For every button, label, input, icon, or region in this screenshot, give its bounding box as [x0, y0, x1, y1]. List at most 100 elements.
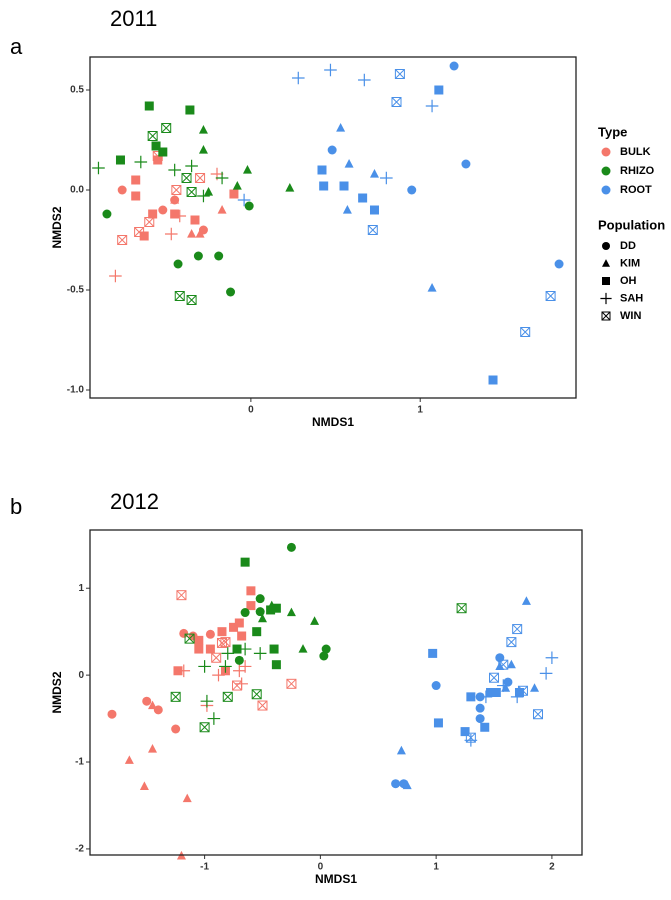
point: [456, 603, 467, 614]
marker-shape: [271, 603, 281, 613]
marker-shape: [396, 745, 406, 755]
marker-shape: [229, 189, 239, 199]
point: [107, 709, 117, 719]
legend-label: SAH: [620, 292, 643, 304]
marker-shape: [600, 292, 612, 305]
y-tick-label: 0.0: [70, 185, 84, 196]
point: [170, 195, 180, 204]
marker-shape: [479, 690, 493, 704]
marker-shape: [144, 217, 155, 227]
plot-frame: [89, 56, 577, 399]
marker-shape: [506, 637, 517, 647]
point: [257, 700, 268, 711]
marker-shape: [174, 291, 185, 301]
marker-shape: [456, 603, 467, 614]
plot-frame: [89, 529, 583, 856]
marker-shape: [449, 61, 459, 71]
point: [229, 189, 239, 199]
marker-shape: [181, 173, 192, 183]
x-tick-label: 0: [248, 405, 254, 416]
marker-shape: [545, 291, 556, 301]
marker-shape: [514, 688, 524, 697]
marker-shape: [190, 215, 200, 225]
marker-shape: [336, 123, 346, 132]
point: [229, 622, 239, 632]
marker-shape: [253, 647, 267, 660]
marker-shape: [488, 375, 498, 385]
marker-shape: [602, 259, 610, 267]
marker-shape: [466, 692, 476, 702]
panel-label: b: [10, 494, 22, 519]
point: [339, 181, 349, 191]
marker-shape: [486, 688, 496, 697]
marker-shape: [246, 601, 256, 611]
marker-shape: [115, 155, 125, 165]
marker-shape: [164, 227, 178, 241]
marker-shape: [286, 607, 296, 617]
marker-shape: [286, 678, 297, 689]
marker-shape: [170, 195, 180, 204]
point: [211, 652, 222, 663]
marker-shape: [217, 205, 227, 214]
point: [512, 624, 523, 635]
point: [139, 231, 149, 241]
marker-shape: [391, 97, 402, 107]
marker-shape: [252, 627, 262, 637]
marker-shape: [475, 703, 485, 713]
marker-shape: [257, 700, 268, 711]
point: [506, 659, 516, 669]
point: [461, 159, 471, 169]
marker-shape: [158, 147, 168, 157]
legend-key: [602, 259, 610, 267]
marker-shape: [498, 659, 509, 670]
marker-shape: [286, 542, 296, 552]
point: [327, 145, 337, 155]
point: [214, 251, 224, 261]
marker-shape: [232, 181, 242, 190]
point: [186, 295, 197, 305]
marker-shape: [174, 291, 185, 301]
marker-shape: [517, 685, 528, 696]
point: [234, 618, 244, 628]
point: [242, 165, 252, 174]
x-axis-label: NMDS1: [315, 872, 357, 886]
point: [117, 185, 127, 195]
point: [475, 703, 485, 713]
marker-shape: [173, 259, 183, 269]
marker-shape: [134, 227, 144, 237]
point: [510, 690, 524, 704]
point: [488, 375, 498, 385]
point: [222, 691, 233, 702]
marker-shape: [602, 277, 610, 285]
point: [336, 123, 346, 132]
point: [342, 205, 352, 214]
marker-shape: [195, 173, 206, 183]
marker-shape: [545, 291, 556, 301]
marker-shape: [148, 209, 158, 219]
marker-shape: [205, 629, 215, 639]
point: [286, 607, 296, 617]
marker-shape: [496, 679, 510, 692]
point: [190, 215, 200, 225]
marker-shape: [460, 727, 470, 737]
marker-shape: [92, 161, 105, 175]
point: [240, 557, 250, 567]
point: [237, 193, 251, 207]
point: [391, 97, 402, 107]
legend-label: DD: [620, 240, 636, 252]
marker-shape: [240, 608, 250, 618]
point: [151, 141, 161, 151]
marker-shape: [234, 618, 244, 628]
marker-shape: [465, 732, 476, 743]
marker-shape: [211, 652, 222, 663]
marker-shape: [407, 185, 417, 195]
marker-shape: [456, 603, 467, 614]
legend-title: Population: [598, 217, 665, 232]
marker-shape: [217, 638, 227, 648]
marker-shape: [425, 99, 439, 113]
marker-shape: [173, 209, 187, 223]
point: [185, 105, 195, 115]
point: [195, 173, 206, 183]
point: [257, 613, 267, 623]
point: [148, 209, 158, 219]
